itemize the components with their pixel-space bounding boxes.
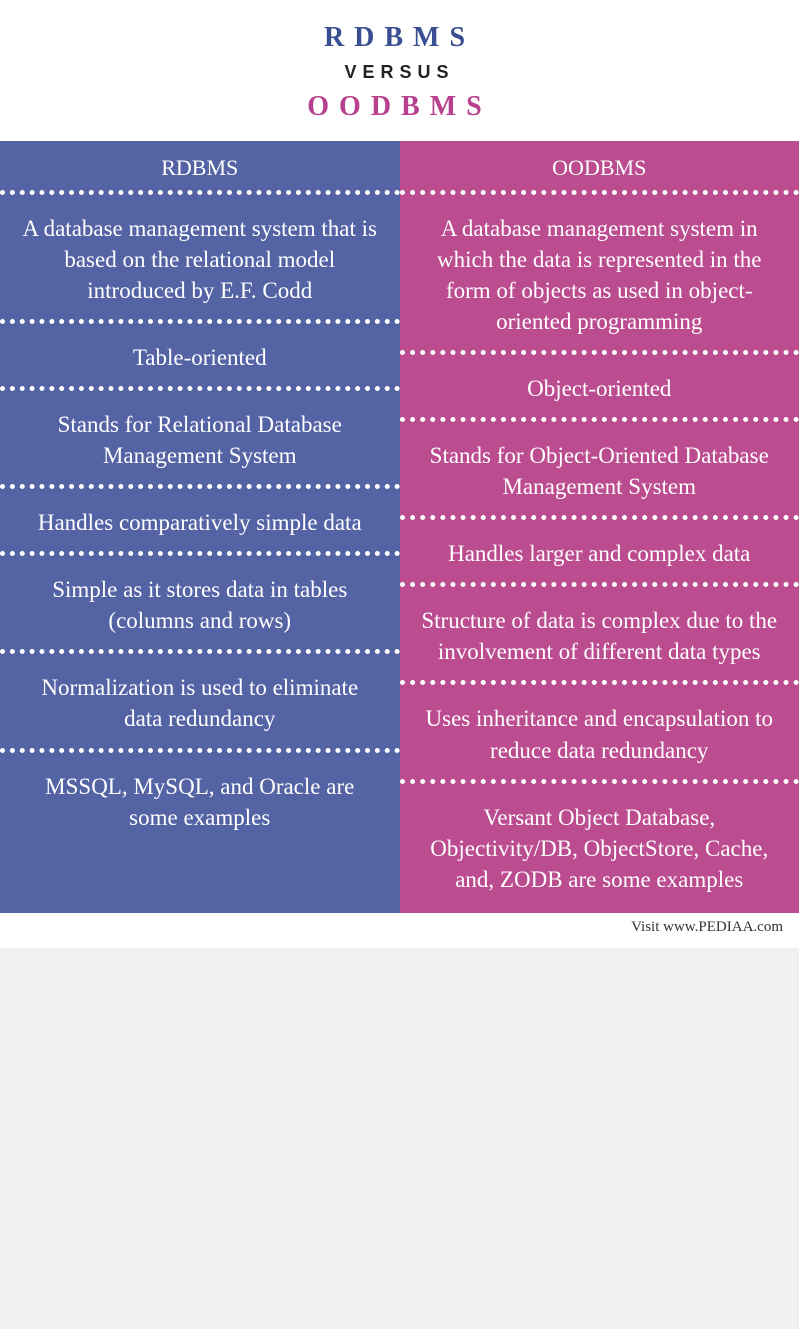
comparison-cell-right: Versant Object Database, Objectivity/DB,… bbox=[400, 784, 799, 913]
column-left: RDBMS A database management system that … bbox=[0, 141, 400, 913]
comparison-cell-right: Stands for Object-Oriented Database Mana… bbox=[400, 422, 799, 520]
footer-credit: Visit www.PEDIAA.com bbox=[0, 913, 799, 948]
comparison-cell-left: Normalization is used to eliminate data … bbox=[0, 654, 400, 752]
column-header-left: RDBMS bbox=[0, 141, 400, 195]
header-block: RDBMS VERSUS OODBMS bbox=[0, 0, 799, 141]
column-right: OODBMS A database management system in w… bbox=[400, 141, 799, 913]
comparison-cell-left: MSSQL, MySQL, and Oracle are some exampl… bbox=[0, 753, 400, 851]
title-left: RDBMS bbox=[10, 22, 789, 54]
comparison-cell-left: Handles comparatively simple data bbox=[0, 489, 400, 556]
title-right: OODBMS bbox=[10, 91, 789, 123]
comparison-cell-left: Stands for Relational Database Managemen… bbox=[0, 391, 400, 489]
column-header-right: OODBMS bbox=[400, 141, 799, 195]
infographic-page: RDBMS VERSUS OODBMS RDBMS A database man… bbox=[0, 0, 799, 948]
comparison-cell-right: Handles larger and complex data bbox=[400, 520, 799, 587]
comparison-cell-left: Table-oriented bbox=[0, 324, 400, 391]
comparison-table: RDBMS A database management system that … bbox=[0, 141, 799, 913]
comparison-cell-right: A database management system in which th… bbox=[400, 195, 799, 355]
comparison-cell-right: Uses inheritance and encapsulation to re… bbox=[400, 685, 799, 783]
comparison-cell-right: Object-oriented bbox=[400, 355, 799, 422]
comparison-cell-left: Simple as it stores data in tables (colu… bbox=[0, 556, 400, 654]
comparison-cell-left: A database management system that is bas… bbox=[0, 195, 400, 324]
versus-label: VERSUS bbox=[10, 62, 789, 83]
comparison-cell-right: Structure of data is complex due to the … bbox=[400, 587, 799, 685]
